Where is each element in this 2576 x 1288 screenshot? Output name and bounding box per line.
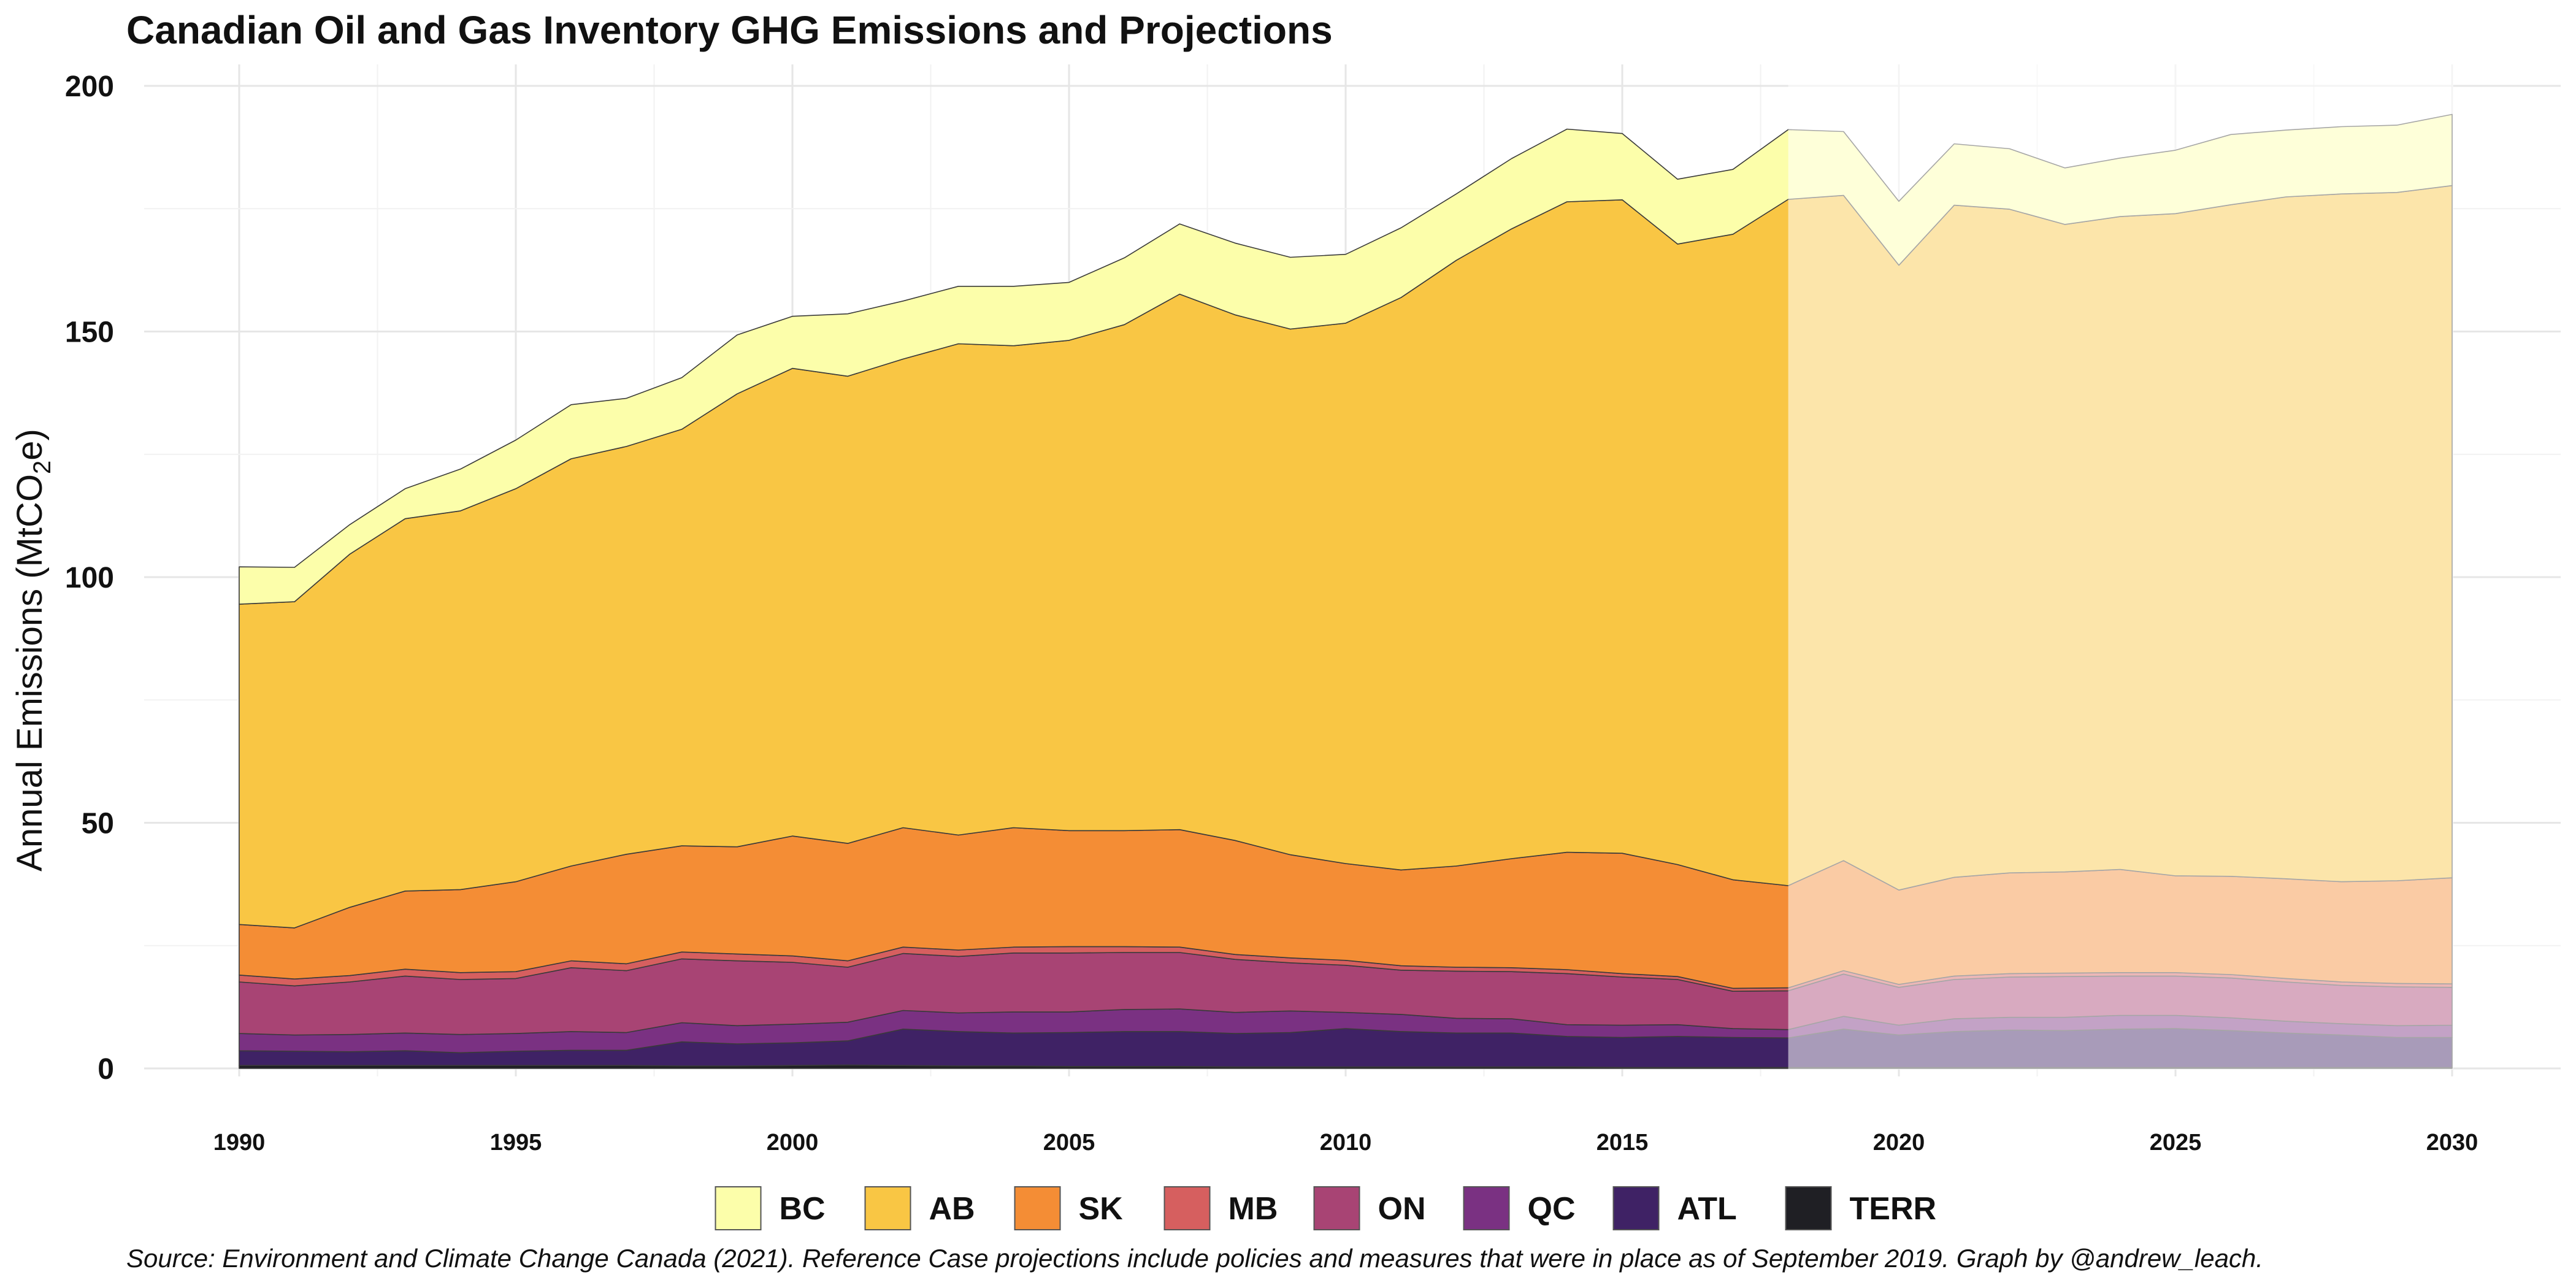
legend-swatch [864,1186,911,1230]
legend-swatch [1463,1186,1510,1230]
legend-swatch [1014,1186,1061,1230]
x-tick-label: 2025 [2150,1130,2202,1156]
y-tick-label: 200 [65,71,114,103]
legend-item-qc: QC [1463,1186,1576,1230]
legend-item-ab: AB [864,1186,975,1230]
legend-label: SK [1079,1191,1124,1227]
legend-swatch [1785,1186,1832,1230]
legend-label: QC [1528,1191,1576,1227]
x-tick-label: 2000 [767,1130,819,1156]
y-tick-label: 150 [65,316,114,349]
y-axis-label: Annual Emissions (MtCO2e) [10,429,56,872]
legend-item-bc: BC [715,1186,826,1230]
y-axis-label-main: Annual Emissions (MtCO [10,474,50,872]
legend-item-mb: MB [1163,1186,1278,1230]
legend-swatch [715,1186,762,1230]
projection-overlay [1788,64,2453,1070]
axis-tick-labels: 0 50 100 150 200 1990 1995 2000 2005 2010 2015 2020… [65,71,2478,1156]
x-tick-label: 2030 [2426,1130,2478,1156]
legend-label: BC [780,1191,826,1227]
legend-item-atl: ATL [1612,1186,1737,1230]
legend: BC AB SK MB ON QC ATL TERR [715,1186,1937,1230]
x-tick-label: 2010 [1320,1130,1372,1156]
legend-item-sk: SK [1014,1186,1124,1230]
x-tick-label: 2020 [1873,1130,1925,1156]
legend-label: TERR [1850,1191,1937,1227]
legend-label: ON [1378,1191,1426,1227]
legend-swatch [1612,1186,1660,1230]
legend-swatch [1163,1186,1211,1230]
legend-label: MB [1229,1191,1278,1227]
legend-swatch [1313,1186,1360,1230]
x-tick-label: 1995 [490,1130,542,1156]
x-tick-label: 1990 [213,1130,266,1156]
x-tick-label: 2005 [1043,1130,1095,1156]
legend-label: AB [929,1191,975,1227]
y-tick-label: 0 [98,1053,114,1086]
y-axis-label-end: e) [10,429,50,461]
x-tick-label: 2015 [1597,1130,1649,1156]
legend-label: ATL [1677,1191,1737,1227]
chart-title: Canadian Oil and Gas Inventory GHG Emiss… [126,8,1333,52]
y-axis-label-subscript: 2 [29,461,56,474]
legend-item-on: ON [1313,1186,1426,1230]
legend-item-terr: TERR [1785,1186,1937,1230]
source-caption: Source: Environment and Climate Change C… [126,1244,2263,1273]
y-tick-label: 50 [82,808,114,840]
y-tick-label: 100 [65,562,114,594]
